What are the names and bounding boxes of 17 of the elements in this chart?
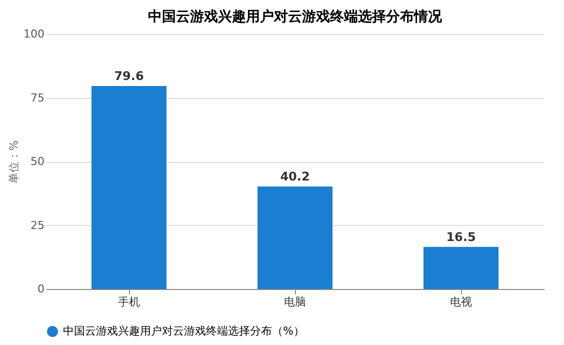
y-tick-label: 75 [30, 91, 44, 104]
y-tick-label: 100 [24, 28, 44, 40]
legend-label: 中国云游戏兴趣用户对云游戏终端选择分布（%） [63, 324, 304, 338]
x-tick-label: 手机 [118, 296, 140, 308]
bar [92, 86, 166, 289]
chart-title: 中国云游戏兴趣用户对云游戏终端选择分布情况 [148, 8, 443, 25]
bar [424, 246, 498, 289]
y-tick-label: 0 [38, 282, 44, 296]
data-label: 40.2 [280, 169, 310, 184]
x-tick-label: 电视 [450, 296, 472, 308]
y-tick-label: 25 [30, 218, 44, 232]
x-tick-label: 电脑 [284, 296, 306, 308]
y-axis-title: 单位：% [8, 140, 21, 184]
bar [258, 186, 332, 289]
data-label: 16.5 [446, 230, 476, 244]
y-tick-label: 50 [30, 155, 44, 168]
data-label: 79.6 [114, 69, 144, 84]
